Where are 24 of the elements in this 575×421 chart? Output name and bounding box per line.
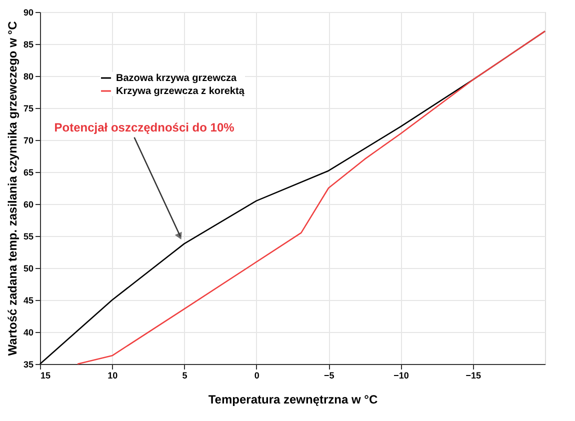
y-tick-label: 85 [23, 40, 34, 50]
y-tick-label: 65 [23, 168, 34, 178]
y-tick-label: 90 [23, 8, 34, 18]
x-tick-label: −5 [324, 370, 334, 380]
x-tick-label: 10 [108, 370, 118, 380]
x-tick-label: 15 [40, 370, 51, 380]
y-tick-label: 55 [23, 232, 34, 242]
y-tick-label: 70 [23, 136, 34, 146]
y-tick-label: 60 [23, 200, 34, 210]
y-tick-label: 45 [23, 296, 34, 306]
y-tick-label: 50 [23, 264, 34, 274]
legend-label: Bazowa krzywa grzewcza [116, 73, 238, 84]
x-axis-title: Temperatura zewnętrzna w °C [208, 392, 378, 406]
y-tick-label: 80 [23, 72, 34, 82]
y-tick-label: 35 [23, 360, 34, 370]
x-tick-label: −15 [466, 370, 481, 380]
y-tick-label: 40 [23, 328, 34, 338]
y-tick-label: 75 [23, 104, 34, 114]
x-tick-label: 5 [182, 370, 188, 380]
x-tick-label: −10 [394, 370, 409, 380]
annotation: Potencjał oszczędności do 10% [54, 120, 235, 134]
x-tick-label: 0 [254, 370, 260, 380]
y-axis-title: Wartość zadana temp. zasilania czynnika grzewczego w °C [5, 20, 20, 356]
legend-label: Krzywa grzewcza z korektą [116, 86, 245, 97]
